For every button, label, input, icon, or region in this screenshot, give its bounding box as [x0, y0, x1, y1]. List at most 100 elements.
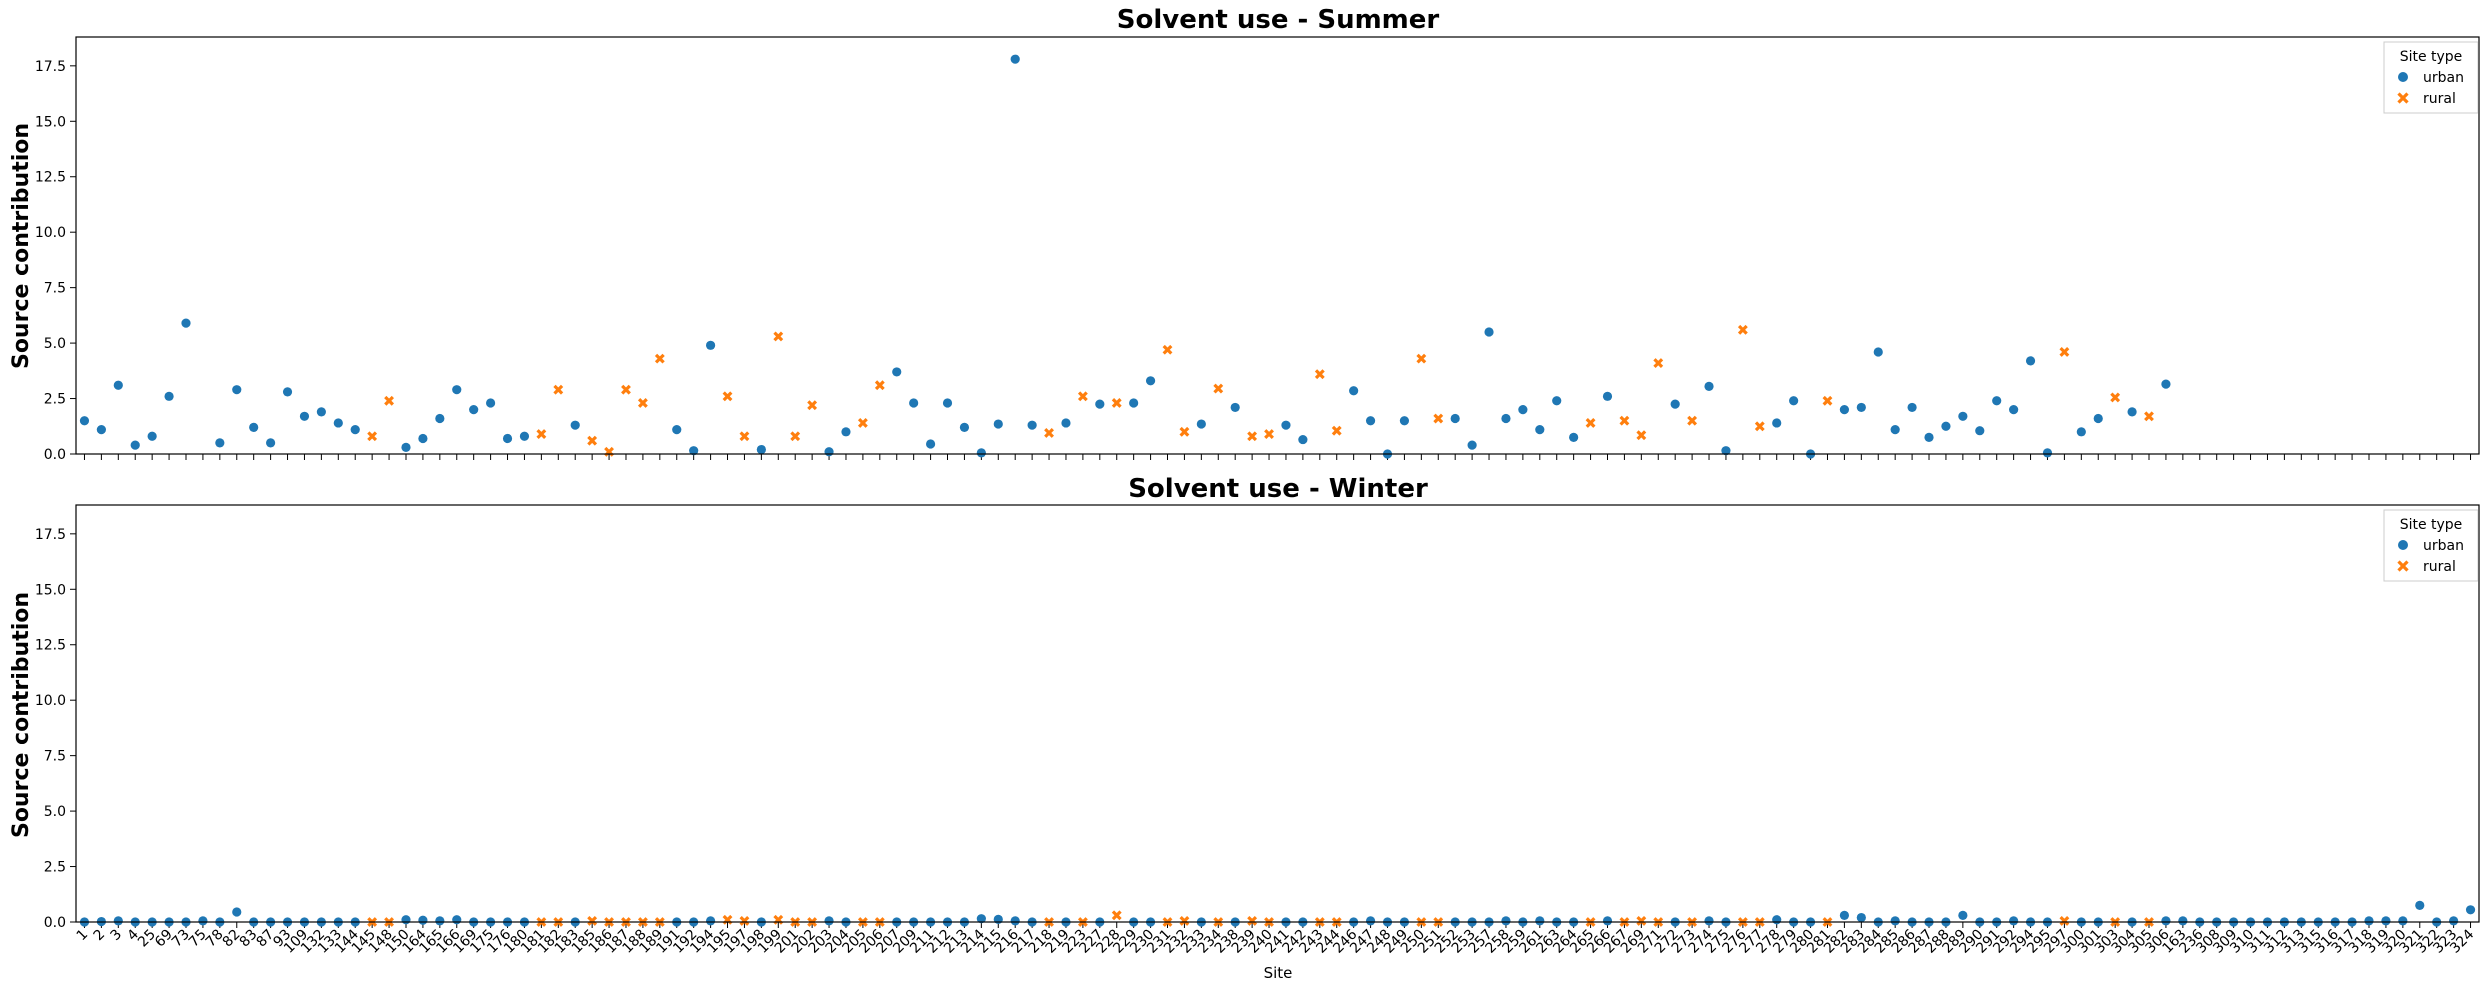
data-point-urban	[519, 431, 530, 441]
y-tick-label: 15.0	[35, 582, 66, 598]
data-point-rural	[1687, 415, 1698, 426]
data-point-urban	[689, 446, 699, 456]
data-point-urban	[2009, 916, 2019, 926]
data-point-rural	[1162, 344, 1173, 355]
y-ticks-summer: 0.0 2.5 5.0 7.5 10.0 12.5 15.0 17.5	[35, 59, 76, 463]
y-tick-label: 5.0	[44, 804, 66, 820]
data-point-urban	[824, 447, 834, 457]
data-point-urban	[1095, 399, 1105, 409]
y-tick-label: 10.0	[35, 225, 66, 241]
y-tick-label: 7.5	[44, 749, 66, 765]
data-point-urban	[401, 915, 411, 925]
data-point-rural	[654, 353, 665, 364]
data-point-urban	[2161, 379, 2171, 389]
x-tick-label: 2	[91, 927, 109, 945]
legend-title-summer: Site type	[2400, 49, 2463, 65]
data-point-urban	[418, 433, 428, 444]
legend-title-winter: Site type	[2400, 517, 2463, 533]
data-point-urban	[96, 425, 106, 435]
x-tick-label: 3	[108, 927, 126, 945]
legend-urban-marker	[2398, 72, 2408, 82]
data-point-urban	[2161, 916, 2171, 926]
data-point-urban	[756, 444, 766, 455]
data-point-rural	[1179, 915, 1190, 926]
data-point-urban	[1873, 347, 1883, 357]
y-ticks-winter: 0.0 2.5 5.0 7.5 10.0 12.5 15.0 17.5	[35, 527, 76, 931]
data-point-urban	[113, 380, 123, 390]
data-point-rural	[587, 915, 598, 926]
data-point-urban	[1501, 916, 1511, 926]
data-point-urban	[1958, 411, 1968, 421]
y-tick-label: 5.0	[44, 336, 66, 352]
data-point-urban	[705, 916, 716, 926]
data-point-urban	[1992, 396, 2002, 406]
data-point-urban	[299, 411, 310, 421]
plot-frame-winter	[75, 504, 2480, 923]
data-point-urban	[2364, 916, 2374, 926]
data-point-urban	[2398, 916, 2408, 926]
data-point-urban	[1958, 910, 1968, 920]
data-point-urban	[672, 425, 682, 435]
data-point-rural	[637, 398, 648, 408]
data-point-urban	[1772, 915, 1782, 925]
data-point-rural	[790, 431, 801, 442]
data-point-urban	[1704, 916, 1714, 926]
data-point-urban	[1027, 420, 1037, 430]
data-point-rural	[1213, 383, 1224, 394]
data-point-urban	[1890, 916, 1900, 926]
data-point-urban	[1704, 381, 1714, 391]
data-point-urban	[2449, 916, 2459, 926]
data-point-rural	[2059, 915, 2070, 926]
data-point-urban	[469, 405, 479, 415]
data-point-rural	[1077, 391, 1088, 402]
data-point-urban	[2381, 916, 2391, 926]
y-tick-label: 12.5	[35, 638, 66, 654]
data-point-urban	[841, 427, 851, 437]
data-point-rural	[536, 429, 547, 439]
y-tick-label: 0.0	[44, 447, 66, 463]
data-point-urban	[1856, 402, 1866, 413]
data-point-urban	[1602, 916, 1613, 926]
data-point-urban	[1839, 405, 1850, 415]
data-point-urban	[266, 438, 276, 448]
data-point-urban	[486, 398, 496, 408]
data-point-urban	[1721, 446, 1731, 456]
data-point-urban	[2025, 356, 2036, 366]
data-point-urban	[1145, 376, 1156, 386]
summer-panel: Solvent use - Summer Source contribution…	[9, 5, 2480, 463]
data-point-rural	[2059, 347, 2070, 357]
data-point-urban	[976, 448, 986, 458]
data-point-rural	[1619, 415, 1630, 426]
data-point-rural	[1754, 421, 1765, 432]
data-point-urban	[1501, 413, 1511, 424]
data-point-urban	[198, 916, 208, 926]
data-point-rural	[1585, 418, 1596, 428]
data-point-urban	[705, 340, 716, 350]
data-point-urban	[2076, 427, 2086, 437]
plot-frame-summer	[75, 36, 2480, 455]
data-point-urban	[1839, 910, 1850, 920]
y-tick-label: 15.0	[35, 114, 66, 130]
data-point-urban	[1349, 386, 1359, 396]
data-point-urban	[249, 422, 259, 432]
data-point-rural	[553, 384, 564, 395]
data-point-rural	[1264, 429, 1274, 439]
chart-title-summer: Solvent use - Summer	[1117, 5, 1440, 35]
data-point-urban	[1450, 413, 1460, 424]
data-point-urban	[215, 438, 225, 448]
data-point-rural	[739, 431, 750, 442]
y-tick-label: 7.5	[44, 281, 66, 297]
data-point-urban	[959, 422, 970, 432]
points-summer	[79, 54, 2171, 459]
legend-rural-marker	[2397, 560, 2409, 572]
data-point-rural	[384, 395, 394, 406]
legend-rural-label: rural	[2423, 91, 2456, 107]
data-point-urban	[1298, 434, 1308, 445]
y-tick-label: 0.0	[44, 915, 66, 931]
data-point-urban	[2042, 448, 2053, 458]
data-point-urban	[282, 387, 293, 397]
data-point-urban	[2093, 413, 2103, 424]
data-point-urban	[350, 425, 360, 435]
data-point-rural	[1636, 430, 1647, 441]
data-point-urban	[1230, 402, 1240, 413]
